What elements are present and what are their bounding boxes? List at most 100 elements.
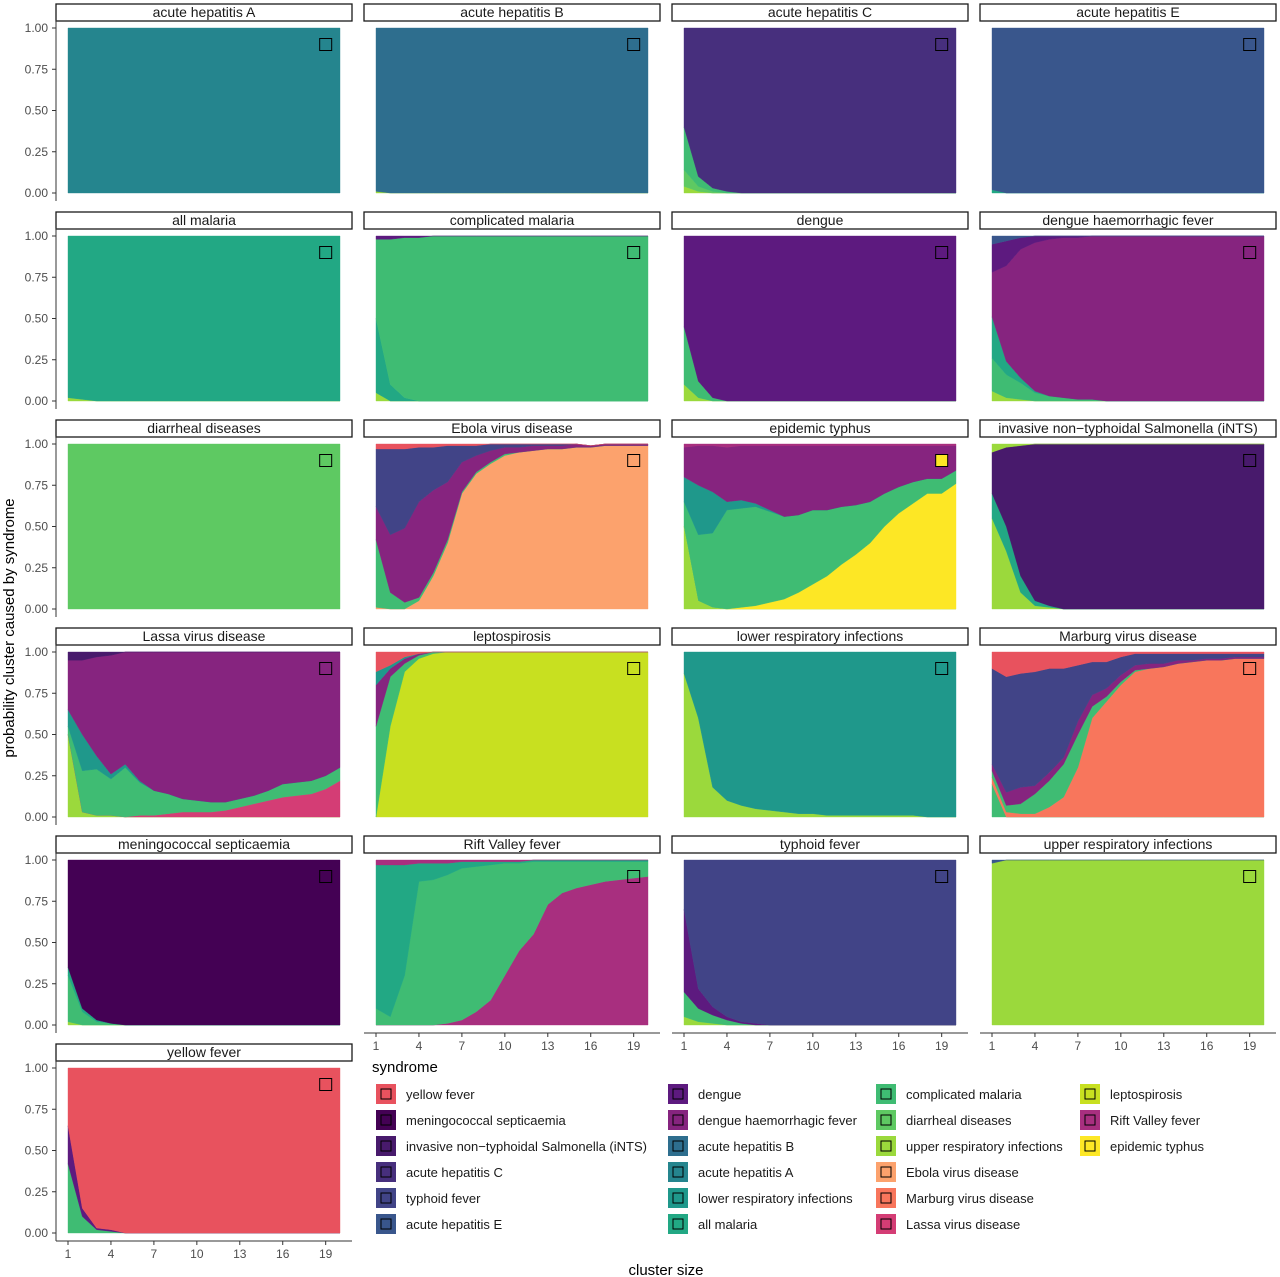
- panel: meningococcal septicaemia 0.00 0.25 0.50 0.7…: [25, 835, 353, 1033]
- legend-marker-icon: [380, 1088, 392, 1100]
- area-series: [375, 651, 649, 818]
- legend-label: invasive non−typhoidal Salmonella (iNTS): [406, 1139, 647, 1154]
- legend-label: acute hepatitis C: [406, 1165, 503, 1180]
- legend-label: Rift Valley fever: [1110, 1113, 1201, 1128]
- legend-item: epidemic typhus: [1080, 1136, 1204, 1156]
- true-syndrome-marker: [319, 246, 333, 259]
- legend-item: all malaria: [668, 1214, 758, 1234]
- y-tick-label: 0.50: [25, 312, 49, 326]
- true-syndrome-marker: [1243, 246, 1257, 259]
- x-tick-label: 10: [1114, 1039, 1128, 1053]
- y-tick-label: 0.75: [25, 686, 49, 700]
- y-axis-title: probability cluster caused by syndrome: [1, 498, 18, 757]
- panel-strip: [363, 211, 661, 230]
- legend-label: complicated malaria: [906, 1087, 1022, 1102]
- panel-strip: [979, 835, 1277, 854]
- panel: acute hepatitis A 0.00 0.25 0.50 0.75 1.00: [25, 3, 353, 201]
- y-tick-label: 0.75: [25, 270, 49, 284]
- panel-strip: [55, 211, 353, 230]
- legend-item: Lassa virus disease: [876, 1214, 1020, 1234]
- x-tick-label: 13: [1157, 1039, 1171, 1053]
- x-tick-label: 7: [1075, 1039, 1082, 1053]
- legend-marker-icon: [380, 1140, 392, 1152]
- legend-marker-icon: [880, 1192, 892, 1204]
- x-tick-label: 19: [935, 1039, 949, 1053]
- panel: dengue haemorrhagic fever: [979, 211, 1277, 402]
- legend-item: Marburg virus disease: [876, 1188, 1034, 1208]
- true-syndrome-marker: [627, 38, 641, 51]
- panel-title: all malaria: [172, 212, 236, 228]
- x-tick-label: 10: [190, 1247, 204, 1261]
- panel: upper respiratory infections 1 4 7 10 13 16 19: [979, 835, 1277, 1053]
- y-tick-label: 1.00: [25, 853, 49, 867]
- y-tick-label: 1.00: [25, 229, 49, 243]
- x-tick-label: 4: [724, 1039, 731, 1053]
- true-syndrome-marker: [1243, 454, 1257, 467]
- x-tick-label: 13: [541, 1039, 555, 1053]
- legend-item: complicated malaria: [876, 1084, 1022, 1104]
- y-tick-label: 0.50: [25, 520, 49, 534]
- legend-swatch: [376, 1214, 396, 1234]
- legend-item: leptospirosis: [1080, 1084, 1183, 1104]
- panel-strip: [671, 419, 969, 438]
- panel-grid: acute hepatitis A0.000.250.500.751.00acu…: [25, 3, 1277, 1261]
- y-tick-label: 0.75: [25, 62, 49, 76]
- y-tick-label: 0.75: [25, 894, 49, 908]
- panel-title: leptospirosis: [473, 628, 551, 644]
- panel-title: dengue: [797, 212, 844, 228]
- panel-title: Rift Valley fever: [464, 836, 561, 852]
- panel: Lassa virus disease 0.00 0.25 0.50 0.75 1.00: [25, 627, 353, 825]
- legend-item: invasive non−typhoidal Salmonella (iNTS): [376, 1136, 647, 1156]
- x-tick-label: 10: [806, 1039, 820, 1053]
- panel: dengue: [671, 211, 969, 402]
- panel-title: acute hepatitis A: [153, 4, 256, 20]
- legend-marker-icon: [880, 1218, 892, 1230]
- area-series: [67, 27, 341, 194]
- legend-swatch: [876, 1214, 896, 1234]
- legend-swatch: [668, 1188, 688, 1208]
- panel: Rift Valley fever 1 4 7 10 13 16 19: [363, 835, 661, 1053]
- x-tick-label: 10: [498, 1039, 512, 1053]
- legend-label: Lassa virus disease: [906, 1217, 1020, 1232]
- y-tick-label: 0.00: [25, 602, 49, 616]
- area-series: [991, 651, 1265, 677]
- legend-swatch: [668, 1084, 688, 1104]
- panel-strip: [55, 1043, 353, 1062]
- y-tick-label: 1.00: [25, 437, 49, 451]
- panel-title: Marburg virus disease: [1059, 628, 1197, 644]
- legend-marker-icon: [672, 1166, 684, 1178]
- area-series: [67, 859, 341, 1026]
- legend-marker-icon: [1084, 1140, 1096, 1152]
- legend-item: yellow fever: [376, 1084, 475, 1104]
- legend-label: meningococcal septicaemia: [406, 1113, 566, 1128]
- panel-title: acute hepatitis E: [1076, 4, 1180, 20]
- panel-title: acute hepatitis C: [768, 4, 872, 20]
- x-tick-label: 16: [584, 1039, 598, 1053]
- legend-item: lower respiratory infections: [668, 1188, 853, 1208]
- panel-title: invasive non−typhoidal Salmonella (iNTS): [998, 420, 1258, 436]
- x-tick-label: 13: [849, 1039, 863, 1053]
- legend-item: acute hepatitis C: [376, 1162, 503, 1182]
- y-tick-label: 0.50: [25, 936, 49, 950]
- legend-item: meningococcal septicaemia: [376, 1110, 566, 1130]
- legend-label: all malaria: [698, 1217, 758, 1232]
- legend-label: leptospirosis: [1110, 1087, 1183, 1102]
- panel: invasive non−typhoidal Salmonella (iNTS): [979, 419, 1277, 610]
- panel: typhoid fever 1 4 7 10 13 16 19: [671, 835, 969, 1053]
- area-series: [375, 27, 649, 194]
- x-tick-label: 1: [681, 1039, 688, 1053]
- panel: Marburg virus disease: [979, 627, 1277, 818]
- y-tick-label: 0.25: [25, 977, 49, 991]
- panel: Ebola virus disease: [363, 419, 661, 610]
- area-series: [375, 443, 648, 450]
- x-tick-label: 4: [108, 1247, 115, 1261]
- legend-label: upper respiratory infections: [906, 1139, 1063, 1154]
- x-tick-label: 19: [627, 1039, 641, 1053]
- legend-swatch: [1080, 1084, 1100, 1104]
- panel-strip: [979, 419, 1277, 438]
- x-axis-title: cluster size: [628, 1262, 703, 1277]
- legend-marker-icon: [672, 1192, 684, 1204]
- area-series: [67, 443, 341, 610]
- legend-marker-icon: [880, 1088, 892, 1100]
- true-syndrome-marker: [1243, 662, 1257, 675]
